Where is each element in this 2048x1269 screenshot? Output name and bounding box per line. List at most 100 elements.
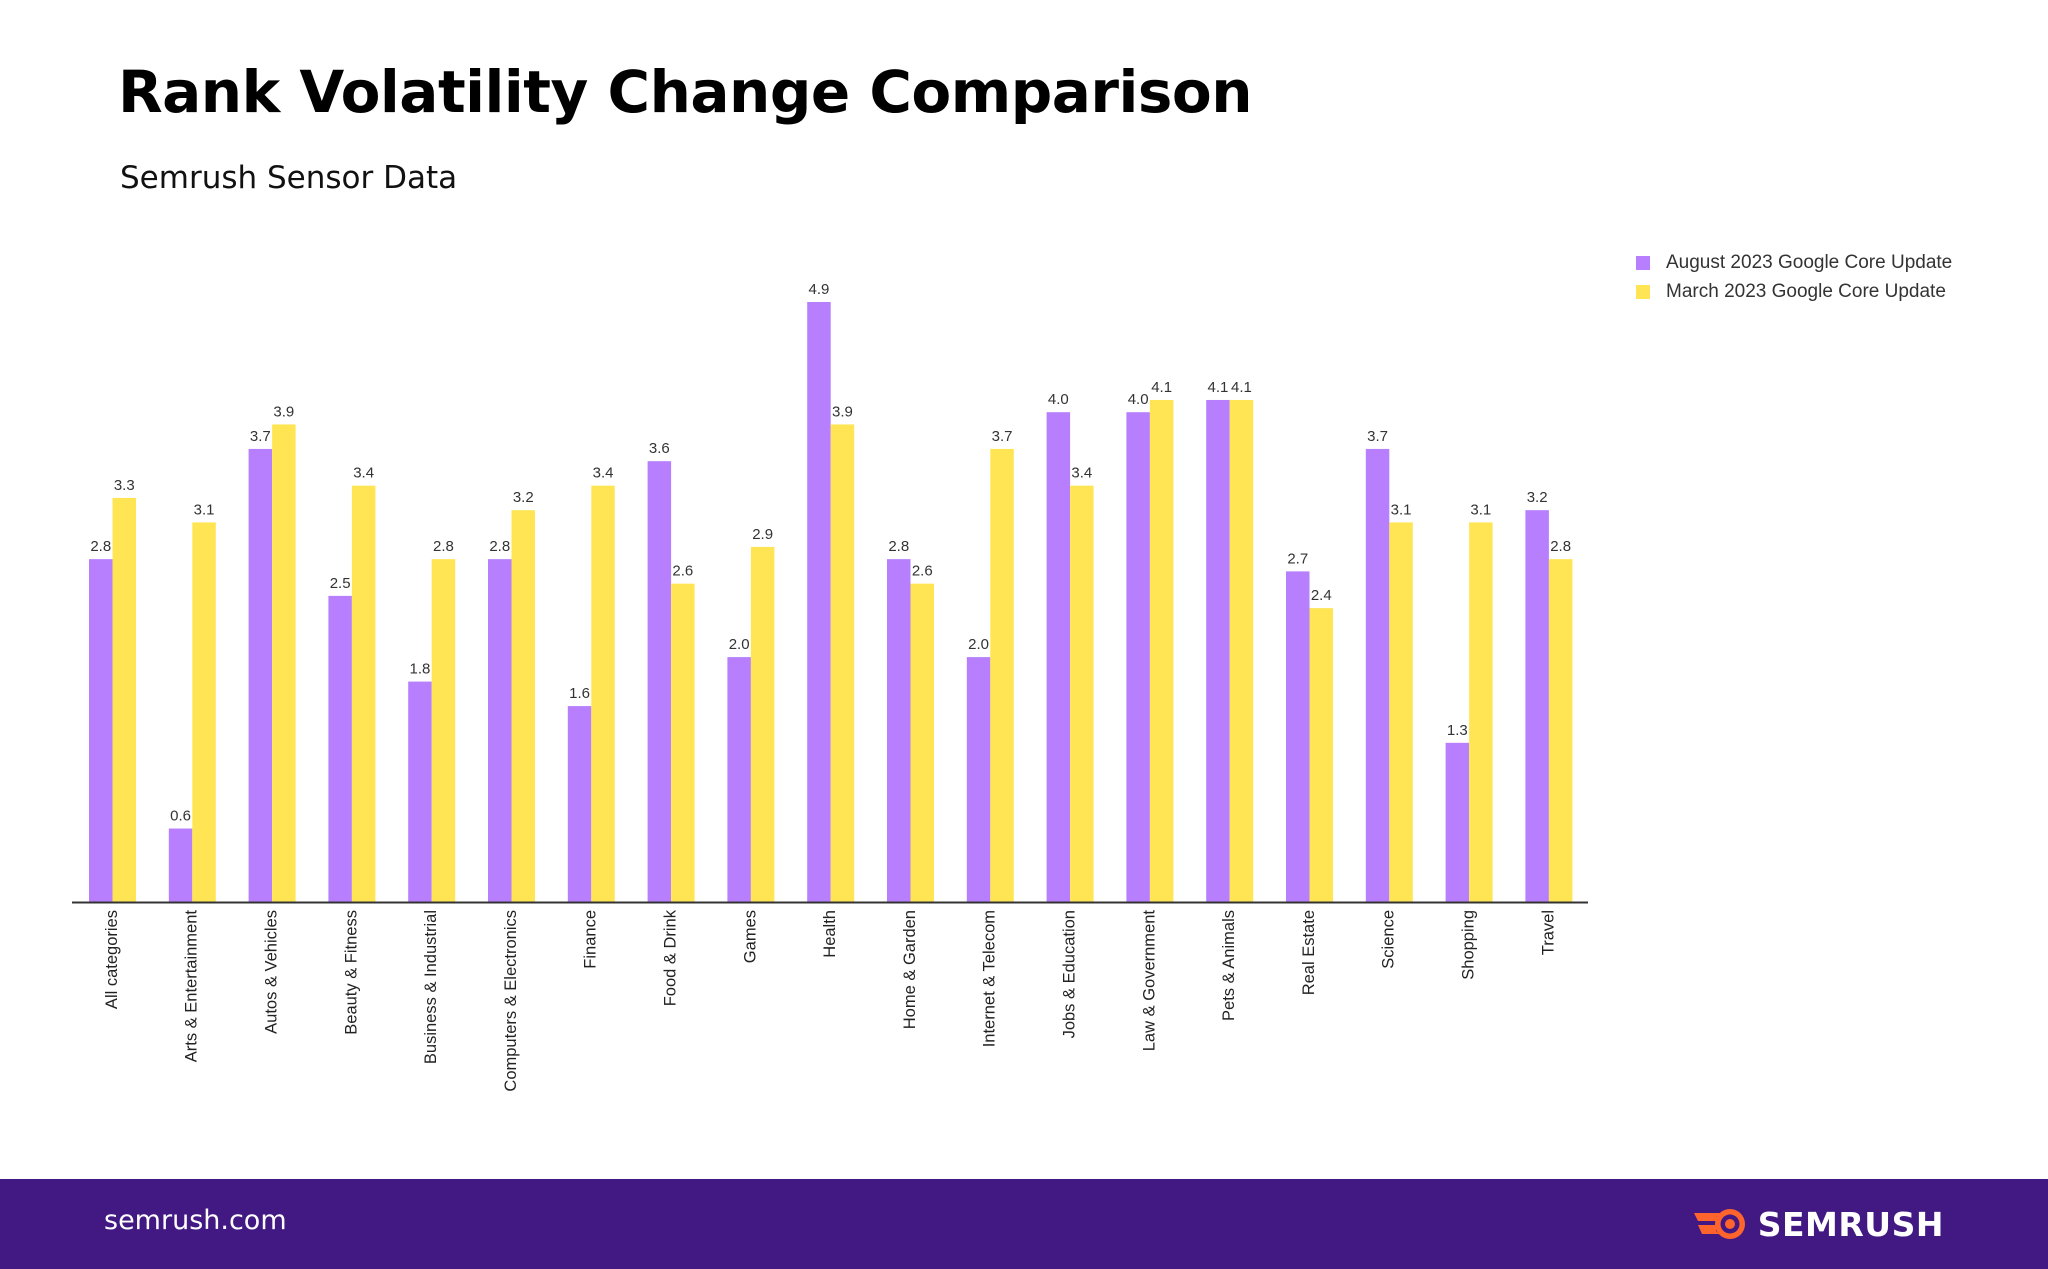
bar-chart: 2.8 3.3 All categories 0.6 3.1 Arts & Enterta… xyxy=(72,252,1952,1092)
footer-bar: semrush.com SEMRUSH xyxy=(0,1179,2048,1269)
chart-title: Rank Volatility Change Comparison xyxy=(118,58,1253,126)
bar-march[interactable] xyxy=(351,485,376,902)
data-label-march: 2.4 xyxy=(1311,587,1332,604)
x-tick-label: Autos & Vehicles xyxy=(262,910,280,1034)
bar-august[interactable] xyxy=(248,448,273,902)
data-label-march: 3.7 xyxy=(992,428,1013,445)
data-label-august: 4.0 xyxy=(1048,391,1069,408)
category-group-travel: 3.2 2.8 Travel xyxy=(1525,489,1573,955)
bar-august[interactable] xyxy=(1286,571,1310,902)
data-label-august: 2.0 xyxy=(968,636,989,653)
x-tick-label: Food & Drink xyxy=(661,909,679,1006)
bar-august[interactable] xyxy=(168,828,193,902)
x-tick-label: Games xyxy=(741,910,759,963)
data-label-march: 2.9 xyxy=(752,526,773,543)
data-label-august: 4.0 xyxy=(1128,391,1149,408)
category-group-beauty-and-fitness: 2.5 3.4 Beauty & Fitness xyxy=(328,465,376,1035)
bar-august[interactable] xyxy=(727,657,751,902)
bar-march[interactable] xyxy=(431,559,456,902)
bar-august[interactable] xyxy=(1445,742,1470,902)
bar-march[interactable] xyxy=(1309,608,1334,902)
bar-august[interactable] xyxy=(1046,412,1071,902)
category-group-health: 4.9 3.9 Health xyxy=(807,281,855,958)
bar-march[interactable] xyxy=(1149,399,1174,902)
data-label-march: 3.3 xyxy=(114,477,135,494)
bar-august[interactable] xyxy=(488,559,512,902)
bar-march[interactable] xyxy=(1389,522,1413,902)
bar-august[interactable] xyxy=(567,706,592,902)
x-tick-label: Arts & Entertainment xyxy=(183,910,201,1063)
data-label-august: 2.5 xyxy=(330,575,351,592)
x-tick-label: Home & Garden xyxy=(901,910,919,1029)
bar-august[interactable] xyxy=(807,302,831,902)
bar-august[interactable] xyxy=(887,559,911,902)
legend-swatch-august xyxy=(1636,256,1650,270)
bar-august[interactable] xyxy=(1365,448,1390,902)
legend-label-august[interactable]: August 2023 Google Core Update xyxy=(1666,252,1952,273)
category-group-finance: 1.6 3.4 Finance xyxy=(567,465,615,969)
category-group-arts-and-entertainment: 0.6 3.1 Arts & Entertainment xyxy=(168,501,216,1063)
x-tick-label: Internet & Telecom xyxy=(981,910,999,1047)
category-group-games: 2.0 2.9 Games xyxy=(727,526,775,963)
bar-march[interactable] xyxy=(1469,522,1493,902)
bar-august[interactable] xyxy=(1525,510,1549,902)
x-tick-label: Pets & Animals xyxy=(1220,910,1238,1021)
data-label-august: 3.7 xyxy=(1367,428,1388,445)
category-group-real-estate: 2.7 2.4 Real Estate xyxy=(1286,550,1333,995)
bar-march[interactable] xyxy=(112,497,137,902)
semrush-flame-icon xyxy=(1693,1209,1745,1239)
data-label-august: 4.9 xyxy=(809,281,830,298)
bar-march[interactable] xyxy=(1548,559,1573,902)
x-tick-label: Travel xyxy=(1539,910,1557,955)
bar-march[interactable] xyxy=(990,448,1014,902)
data-label-march: 3.1 xyxy=(1391,501,1412,518)
data-label-march: 3.9 xyxy=(273,403,294,420)
x-tick-label: Finance xyxy=(582,910,600,969)
bar-march[interactable] xyxy=(910,583,935,902)
legend-label-march[interactable]: March 2023 Google Core Update xyxy=(1666,281,1946,302)
bar-august[interactable] xyxy=(1206,399,1230,902)
legend-swatch-march xyxy=(1636,285,1650,299)
category-group-pets-and-animals: 4.1 4.1 Pets & Animals xyxy=(1206,379,1254,1021)
bar-march[interactable] xyxy=(1229,399,1254,902)
x-tick-label: Law & Government xyxy=(1140,910,1158,1052)
data-label-march: 3.4 xyxy=(1071,465,1092,482)
bar-august[interactable] xyxy=(966,657,991,902)
category-group-food-and-drink: 3.6 2.6 Food & Drink xyxy=(647,440,695,1006)
bar-march[interactable] xyxy=(511,510,536,902)
bar-august[interactable] xyxy=(328,595,352,902)
data-label-march: 2.6 xyxy=(912,563,933,580)
bar-march[interactable] xyxy=(272,424,296,902)
x-tick-label: Beauty & Fitness xyxy=(342,910,360,1035)
bar-august[interactable] xyxy=(647,461,672,902)
data-label-august: 2.7 xyxy=(1287,550,1308,567)
data-label-march: 2.8 xyxy=(1550,538,1571,555)
bar-march[interactable] xyxy=(591,485,615,902)
footer-url[interactable]: semrush.com xyxy=(104,1205,287,1236)
data-label-august: 3.2 xyxy=(1527,489,1548,506)
category-group-law-and-government: 4.04.1 Law & Government xyxy=(1126,379,1174,1052)
bar-march[interactable] xyxy=(750,546,775,902)
bar-march[interactable] xyxy=(671,583,695,902)
legend: August 2023 Google Core Update March 2023… xyxy=(1636,252,1952,302)
data-label-march: 3.4 xyxy=(593,465,614,482)
bar-august[interactable] xyxy=(89,559,113,902)
data-label-august: 2.0 xyxy=(729,636,750,653)
data-label-march: 2.8 xyxy=(433,538,454,555)
data-label-august: 2.8 xyxy=(90,538,111,555)
bar-march[interactable] xyxy=(192,522,216,902)
data-label-august: 0.6 xyxy=(170,808,191,825)
category-group-science: 3.7 3.1 Science xyxy=(1365,428,1413,969)
category-group-computers-and-electronics: 2.8 3.2 Computers & Electronics xyxy=(488,489,536,1092)
x-tick-label: Real Estate xyxy=(1300,910,1318,995)
bar-august[interactable] xyxy=(408,681,432,902)
bar-march[interactable] xyxy=(1070,485,1094,902)
data-label-march: 3.9 xyxy=(832,403,853,420)
bar-march[interactable] xyxy=(830,424,855,902)
data-label-march: 2.6 xyxy=(672,563,693,580)
data-label-march: 3.1 xyxy=(194,501,215,518)
x-tick-label: Health xyxy=(821,910,839,958)
bar-august[interactable] xyxy=(1126,412,1150,902)
x-tick-label: Business & Industrial xyxy=(422,910,440,1064)
